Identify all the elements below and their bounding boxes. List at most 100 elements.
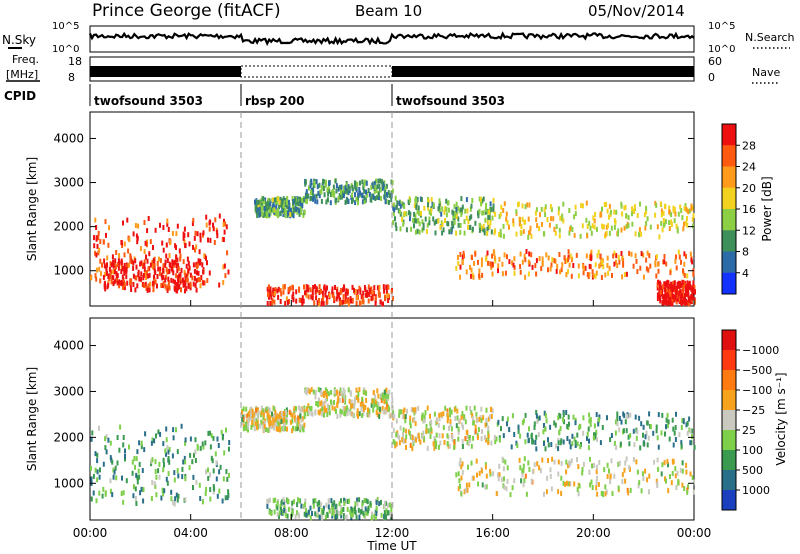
- heatmap-cell: [528, 230, 530, 236]
- heatmap-cell: [325, 502, 328, 508]
- heatmap-cell: [478, 268, 481, 274]
- heatmap-cell: [191, 221, 194, 227]
- heatmap-cell: [176, 468, 179, 474]
- heatmap-cell: [692, 287, 695, 293]
- heatmap-cell: [645, 205, 648, 211]
- heatmap-cell: [132, 282, 135, 287]
- heatmap-cell: [261, 210, 264, 216]
- heatmap-cell: [571, 441, 574, 447]
- heatmap-cell: [470, 460, 473, 466]
- heatmap-cell: [519, 269, 522, 275]
- heatmap-cell: [449, 421, 452, 427]
- heatmap-cell: [306, 387, 309, 393]
- heatmap-cell: [278, 412, 281, 418]
- heatmap-cell: [253, 416, 256, 422]
- heatmap-cell: [411, 438, 414, 444]
- heatmap-cell: [392, 220, 395, 226]
- heatmap-cell: [276, 208, 279, 214]
- heatmap-cell: [342, 299, 344, 305]
- heatmap-cell: [411, 435, 414, 440]
- heatmap-cell: [683, 261, 686, 267]
- heatmap-cell: [364, 405, 367, 410]
- heatmap-cell: [96, 452, 99, 458]
- heatmap-cell: [210, 433, 213, 439]
- heatmap-cell: [340, 288, 342, 294]
- heatmap-cell: [247, 427, 249, 433]
- heatmap-cell: [644, 225, 647, 231]
- heatmap-cell: [272, 406, 275, 411]
- heatmap-cell: [305, 390, 308, 396]
- heatmap-cell: [676, 296, 679, 302]
- heatmap-cell: [126, 263, 129, 269]
- heatmap-cell: [162, 263, 165, 269]
- heatmap-cell: [296, 209, 299, 215]
- heatmap-cell: [467, 441, 470, 447]
- heatmap-cell: [118, 253, 121, 259]
- heatmap-cell: [263, 206, 266, 211]
- heatmap-cell: [656, 282, 659, 288]
- heatmap-cell: [624, 419, 627, 425]
- heatmap-cell: [287, 499, 290, 504]
- heatmap-cell: [195, 287, 198, 293]
- heatmap-cell: [490, 414, 493, 419]
- heatmap-cell: [642, 476, 645, 481]
- heatmap-cell: [535, 217, 538, 223]
- heatmap-cell: [662, 222, 665, 228]
- heatmap-cell: [381, 395, 384, 401]
- heatmap-cell: [501, 477, 504, 483]
- heatmap-cell: [123, 241, 126, 247]
- heatmap-cell: [599, 440, 602, 446]
- heatmap-cell: [440, 211, 443, 217]
- heatmap-cell: [250, 424, 253, 430]
- heatmap-cell: [378, 284, 381, 290]
- heatmap-cell: [391, 295, 394, 301]
- heatmap-cell: [537, 432, 540, 438]
- heatmap-cell: [415, 218, 418, 224]
- heatmap-cell: [274, 197, 277, 203]
- heatmap-cell: [490, 406, 493, 412]
- heatmap-cell: [122, 499, 125, 505]
- heatmap-cell: [327, 184, 330, 190]
- heatmap-cell: [680, 298, 683, 304]
- heatmap-cell: [216, 493, 219, 499]
- heatmap-cell: [621, 274, 624, 280]
- heatmap-cell: [197, 258, 200, 264]
- heatmap-cell: [644, 468, 647, 474]
- heatmap-cell: [308, 389, 311, 395]
- heatmap-cell: [489, 468, 492, 474]
- heatmap-cell: [158, 461, 161, 467]
- heatmap-cell: [642, 252, 645, 258]
- heatmap-cell: [183, 455, 186, 461]
- heatmap-cell: [165, 476, 168, 482]
- heatmap-cell: [293, 199, 295, 205]
- heatmap-cell: [177, 266, 180, 272]
- heatmap-cell: [117, 265, 120, 271]
- heatmap-cell: [282, 499, 285, 505]
- heatmap-cell: [365, 398, 368, 403]
- heatmap-cell: [333, 400, 335, 405]
- heatmap-cell: [323, 407, 326, 413]
- heatmap-cell: [675, 411, 677, 417]
- heatmap-cell: [673, 284, 676, 290]
- heatmap-cell: [481, 468, 483, 474]
- heatmap-cell: [635, 258, 638, 264]
- heatmap-cell: [172, 270, 175, 276]
- heatmap-cell: [351, 192, 353, 198]
- heatmap-cell: [645, 221, 648, 226]
- heatmap-cell: [345, 198, 348, 204]
- heatmap-cell: [579, 233, 582, 239]
- heatmap-cell: [440, 411, 443, 417]
- heatmap-cell: [581, 467, 584, 472]
- heatmap-cell: [386, 191, 388, 197]
- heatmap-cell: [305, 407, 308, 413]
- heatmap-cell: [196, 443, 199, 449]
- heatmap-cell: [212, 489, 215, 495]
- heatmap-cell: [606, 462, 609, 468]
- heatmap-cell: [175, 254, 178, 260]
- heatmap-cell: [372, 289, 375, 295]
- heatmap-cell: [475, 458, 478, 464]
- heatmap-cell: [168, 285, 171, 291]
- heatmap-cell: [646, 420, 649, 426]
- heatmap-cell: [668, 297, 671, 303]
- heatmap-cell: [328, 405, 331, 410]
